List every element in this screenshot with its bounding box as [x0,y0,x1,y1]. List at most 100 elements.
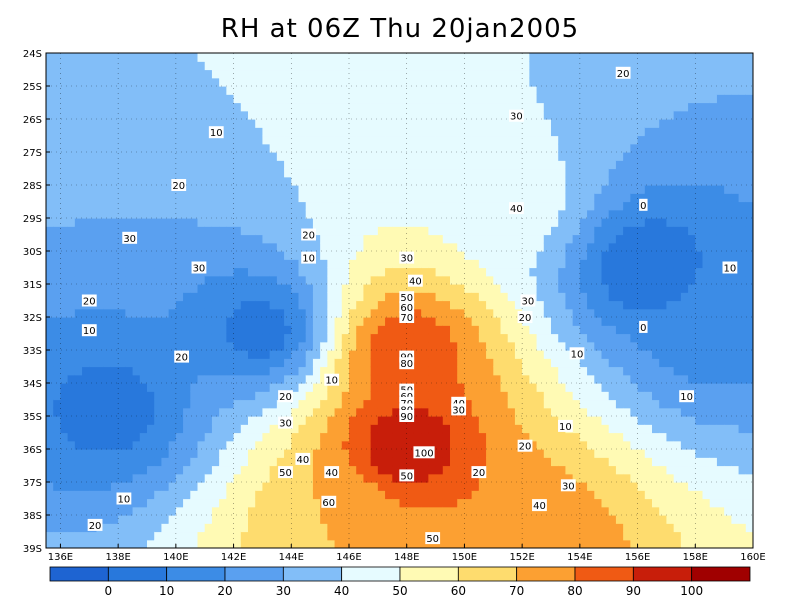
field-cell [478,86,487,95]
field-cell [406,135,415,145]
field-cell [486,143,494,153]
field-cell [262,399,271,409]
field-cell [601,102,610,112]
field-cell [478,333,487,343]
field-cell [514,490,523,500]
field-cell [161,358,170,368]
field-cell [471,498,480,508]
field-cell [74,424,83,434]
field-cell [385,539,393,548]
field-cell [89,308,98,318]
field-cell [67,94,76,104]
field-cell [428,407,437,417]
field-cell [385,69,393,79]
field-cell [248,482,256,491]
field-cell [349,317,357,326]
field-cell [572,143,581,153]
field-cell [327,440,336,450]
field-cell [327,53,336,62]
field-cell [53,325,62,335]
field-cell [320,358,328,368]
field-cell [500,201,509,211]
field-cell [226,424,235,434]
field-cell [572,226,581,236]
field-cell [168,465,177,475]
field-cell [608,432,617,442]
field-cell [341,168,350,178]
field-cell [428,218,437,227]
field-cell [168,374,177,384]
field-cell [291,432,300,442]
field-cell [435,143,444,153]
field-cell [197,69,206,79]
field-cell [457,424,466,434]
field-cell [572,267,581,277]
field-cell [175,424,184,434]
field-cell [82,168,90,178]
field-cell [147,53,155,62]
field-cell [558,160,567,170]
field-cell [233,168,242,178]
field-cell [349,515,357,524]
field-cell [413,77,422,87]
field-cell [103,366,112,376]
field-cell [637,77,646,87]
field-cell [118,457,126,467]
field-cell [255,440,264,450]
field-cell [399,325,408,335]
field-cell [132,424,141,434]
field-cell [435,308,444,318]
field-cell [630,185,639,194]
field-cell [543,391,552,401]
field-cell [644,473,653,483]
field-cell [183,86,191,95]
field-cell [623,102,631,112]
field-cell [248,201,256,211]
field-cell [601,176,610,186]
field-cell [363,465,372,475]
field-cell [305,300,314,310]
field-cell [161,399,170,409]
field-cell [341,226,350,236]
field-cell [240,515,249,524]
field-cell [125,209,134,219]
field-cell [53,416,62,425]
field-cell [46,267,54,277]
field-cell [529,515,538,524]
field-cell [385,465,393,475]
field-cell [450,119,458,128]
field-cell [226,176,235,186]
field-cell [46,152,54,161]
field-cell [233,325,242,335]
field-cell [457,267,466,277]
field-cell [500,69,509,79]
field-cell [558,61,567,71]
field-cell [450,143,458,153]
field-cell [298,506,307,516]
field-cell [110,61,119,71]
field-cell [284,374,292,384]
field-cell [551,341,559,351]
field-cell [363,201,372,211]
field-cell [363,94,372,104]
field-cell [197,185,206,194]
field-cell [147,391,155,401]
field-cell [262,61,271,71]
field-cell [291,539,300,548]
field-cell [428,168,437,178]
field-cell [67,341,76,351]
field-cell [96,176,105,186]
field-cell [507,358,516,368]
field-cell [536,102,545,112]
field-cell [103,325,112,335]
field-cell [464,490,473,500]
field-cell [543,160,552,170]
field-cell [594,267,603,277]
field-cell [190,226,199,236]
field-cell [594,86,603,95]
field-cell [615,284,624,293]
field-cell [478,127,487,137]
field-cell [276,473,285,483]
field-cell [291,531,300,541]
field-cell [558,473,567,483]
